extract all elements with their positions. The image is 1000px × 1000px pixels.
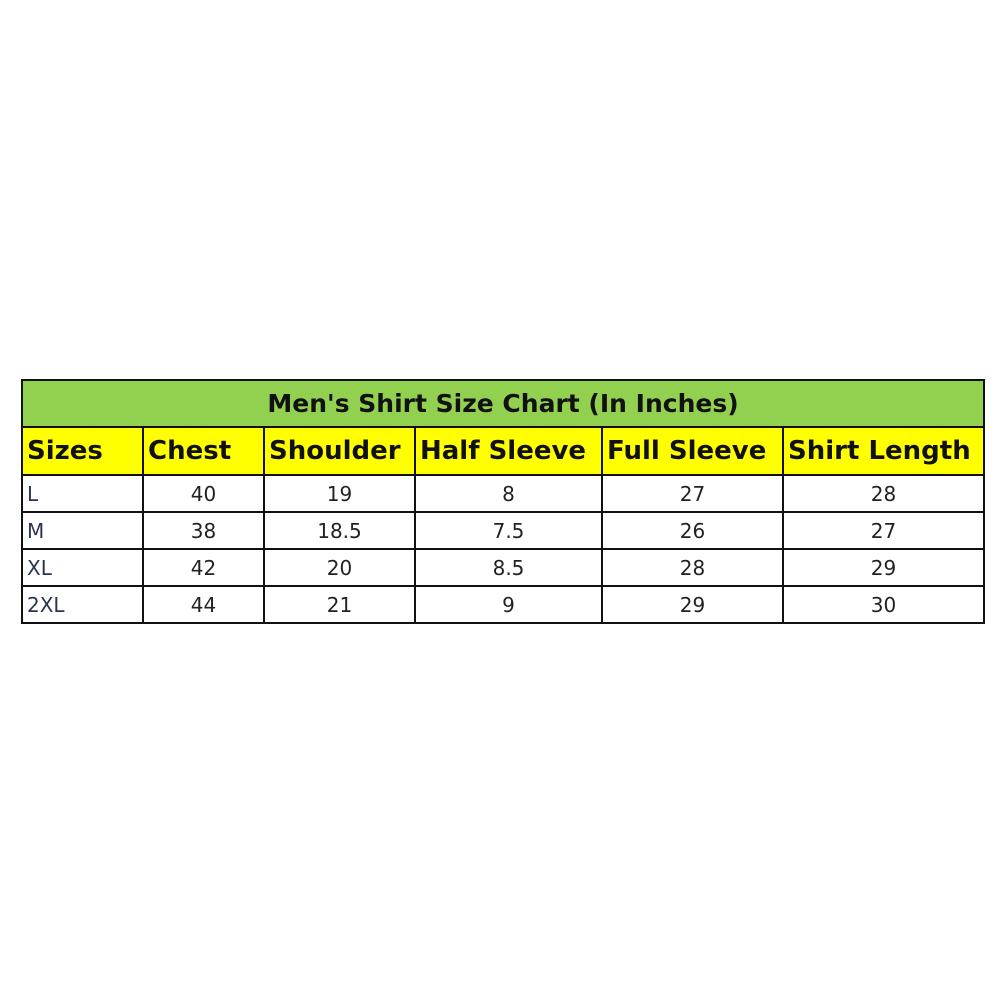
measurement-cell: 30 <box>781 585 986 624</box>
measurement-cell: 7.5 <box>414 511 603 550</box>
measurement-cell: 27 <box>601 474 784 513</box>
size-cell: M <box>21 511 144 550</box>
table-row: XL 42 20 8.5 28 29 <box>21 548 986 587</box>
measurement-cell: 9 <box>414 585 603 624</box>
size-cell: XL <box>21 548 144 587</box>
chart-title: Men's Shirt Size Chart (In Inches) <box>20 379 986 428</box>
header-shirt-length: Shirt Length <box>781 426 986 476</box>
measurement-cell: 28 <box>601 548 784 587</box>
header-full-sleeve: Full Sleeve <box>601 426 784 476</box>
measurement-cell: 20 <box>263 548 416 587</box>
header-sizes: Sizes <box>21 426 144 476</box>
measurement-cell: 19 <box>263 474 416 513</box>
header-shoulder: Shoulder <box>263 426 416 476</box>
measurement-cell: 44 <box>142 585 265 624</box>
measurement-cell: 8 <box>414 474 603 513</box>
measurement-cell: 28 <box>781 474 986 513</box>
measurement-cell: 21 <box>263 585 416 624</box>
measurement-cell: 27 <box>781 511 986 550</box>
measurement-cell: 18.5 <box>263 511 416 550</box>
table-row: L 40 19 8 27 28 <box>21 474 986 513</box>
size-cell: L <box>21 474 144 513</box>
measurement-cell: 42 <box>142 548 265 587</box>
measurement-cell: 26 <box>601 511 784 550</box>
measurement-cell: 38 <box>142 511 265 550</box>
measurement-cell: 40 <box>142 474 265 513</box>
measurement-cell: 29 <box>601 585 784 624</box>
header-row: Sizes Chest Shoulder Half Sleeve Full Sl… <box>21 426 986 476</box>
measurement-cell: 8.5 <box>414 548 603 587</box>
size-chart-table: Men's Shirt Size Chart (In Inches) Sizes… <box>20 379 986 624</box>
measurement-cell: 29 <box>781 548 986 587</box>
header-half-sleeve: Half Sleeve <box>414 426 603 476</box>
header-chest: Chest <box>142 426 265 476</box>
table-row: 2XL 44 21 9 29 30 <box>21 585 986 624</box>
table-row: M 38 18.5 7.5 26 27 <box>21 511 986 550</box>
size-cell: 2XL <box>21 585 144 624</box>
